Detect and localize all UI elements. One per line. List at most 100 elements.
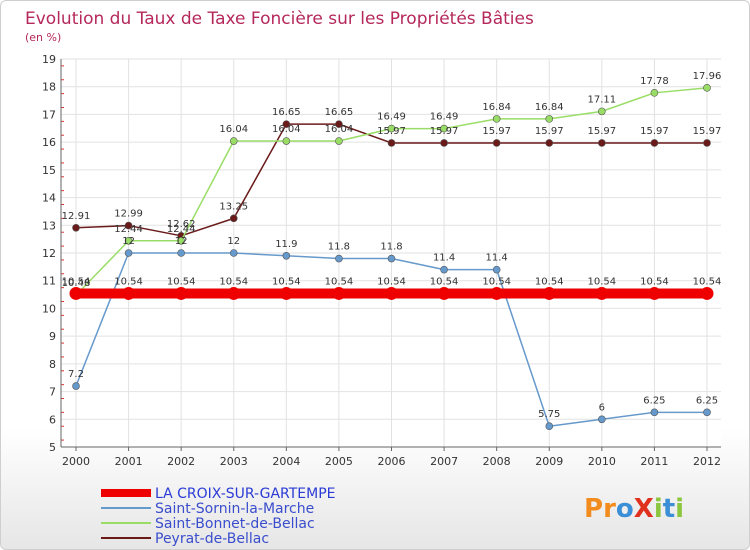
data-point xyxy=(122,286,136,300)
data-point xyxy=(650,139,659,147)
data-point xyxy=(700,286,714,300)
data-point xyxy=(440,124,448,133)
data-label: 10.54 xyxy=(325,276,354,287)
x-tick-label: 2008 xyxy=(483,455,511,468)
data-point xyxy=(545,115,554,123)
y-tick-label: 5 xyxy=(49,441,56,454)
x-tick-label: 2012 xyxy=(693,455,721,468)
data-label: 7.2 xyxy=(68,369,84,380)
logo-letter: t xyxy=(663,494,675,524)
data-label: 11.4 xyxy=(486,253,508,264)
data-point xyxy=(282,120,291,128)
data-point xyxy=(440,139,448,147)
y-tick-label: 15 xyxy=(42,164,56,177)
y-tick-label: 13 xyxy=(42,219,56,232)
data-point xyxy=(177,249,185,257)
data-point xyxy=(650,89,659,97)
data-point xyxy=(647,286,661,300)
data-label: 10.54 xyxy=(535,276,564,287)
data-point xyxy=(545,139,554,147)
y-tick-label: 9 xyxy=(49,330,56,343)
y-tick-label: 10 xyxy=(42,302,56,315)
data-label: 16.04 xyxy=(325,124,354,135)
logo-letter: r xyxy=(603,494,616,524)
y-tick-label: 14 xyxy=(42,192,56,205)
data-point xyxy=(227,286,241,300)
data-point xyxy=(229,214,238,223)
data-label: 12.44 xyxy=(114,224,143,235)
data-label: 10.54 xyxy=(62,276,91,287)
x-tick-label: 2001 xyxy=(115,455,143,468)
y-tick-label: 7 xyxy=(49,386,56,399)
data-label: 15.97 xyxy=(640,126,669,137)
data-point xyxy=(72,223,80,232)
data-label: 17.11 xyxy=(588,94,617,105)
data-label: 10.54 xyxy=(482,276,511,287)
data-point xyxy=(174,286,188,300)
data-label: 5.75 xyxy=(538,409,560,420)
data-point xyxy=(598,139,606,147)
data-label: 12.62 xyxy=(167,219,196,230)
data-point xyxy=(703,408,711,417)
data-label: 11.4 xyxy=(433,253,455,264)
data-label: 16.04 xyxy=(219,124,248,135)
data-label: 15.97 xyxy=(535,126,564,137)
data-point xyxy=(490,286,504,300)
data-label: 10.48 xyxy=(62,278,91,289)
x-tick-label: 2011 xyxy=(640,455,668,468)
legend-label: LA CROIX-SUR-GARTEMPE xyxy=(155,486,336,502)
data-point xyxy=(492,115,501,123)
data-point xyxy=(437,286,451,300)
data-point xyxy=(69,286,83,300)
data-label: 10.54 xyxy=(430,276,459,287)
data-label: 16.65 xyxy=(325,107,354,118)
legend-label: Peyrat-de-Bellac xyxy=(155,531,269,547)
data-label: 15.97 xyxy=(693,126,722,137)
data-label: 15.97 xyxy=(430,126,459,137)
data-point xyxy=(229,137,238,145)
chart-title: Evolution du Taux de Taxe Foncière sur l… xyxy=(25,9,534,29)
y-tick-label: 8 xyxy=(49,358,56,371)
x-tick-label: 2010 xyxy=(588,455,616,468)
data-point xyxy=(440,265,448,274)
data-point xyxy=(335,137,343,145)
proxiti-logo: ProXiti xyxy=(584,494,684,524)
data-point xyxy=(335,120,343,128)
data-point xyxy=(595,286,609,300)
x-tick-label: 2009 xyxy=(535,455,563,468)
data-label: 10.54 xyxy=(114,276,143,287)
data-point xyxy=(598,107,606,116)
legend-label: Saint-Sornin-la-Marche xyxy=(155,501,314,517)
data-label: 15.97 xyxy=(482,126,511,137)
data-point xyxy=(492,139,501,147)
data-point xyxy=(177,237,185,245)
data-label: 16.04 xyxy=(272,124,301,135)
x-tick-label: 2002 xyxy=(167,455,195,468)
x-tick-label: 2004 xyxy=(272,455,300,468)
data-label: 6 xyxy=(599,402,605,413)
data-label: 6.25 xyxy=(643,395,665,406)
y-tick-label: 18 xyxy=(42,81,56,94)
x-tick-label: 2005 xyxy=(325,455,353,468)
data-point xyxy=(124,221,133,230)
data-point xyxy=(703,139,711,147)
logo-letter: o xyxy=(616,494,634,524)
data-label: 12.91 xyxy=(62,211,91,222)
data-point xyxy=(387,124,396,133)
y-tick-label: 6 xyxy=(49,413,56,426)
data-label: 10.54 xyxy=(272,276,301,287)
data-point xyxy=(229,249,238,257)
data-label: 16.49 xyxy=(377,112,406,123)
data-point xyxy=(332,286,346,300)
logo-letter: X xyxy=(634,494,654,524)
x-tick-label: 2003 xyxy=(220,455,248,468)
data-label: 17.96 xyxy=(693,71,722,82)
data-point xyxy=(124,249,133,257)
data-point xyxy=(542,286,556,300)
data-point xyxy=(385,286,398,300)
axes: 5 6 7 8 9 10 11 12 13 14 15 16 17 18 19 2000 2001 2002 200… xyxy=(42,53,721,468)
data-label: 16.84 xyxy=(535,102,564,113)
data-label: 11.8 xyxy=(328,242,350,253)
